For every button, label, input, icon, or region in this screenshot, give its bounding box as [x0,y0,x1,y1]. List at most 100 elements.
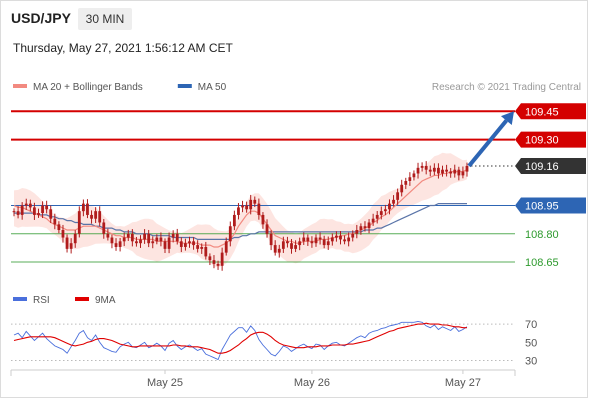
forecast-arrow-head [500,111,514,126]
candle-body-47 [204,246,208,257]
candle-body-45 [196,245,200,249]
interval-button[interactable]: 30 MIN [78,8,132,30]
candle-body-105 [441,169,444,174]
candle-body-75 [318,237,322,240]
candle-body-7 [41,205,44,214]
timestamp: Thursday, May 27, 2021 1:56:12 AM CET [13,41,233,55]
candle-body-54 [232,214,236,227]
candle-body-21 [98,211,102,223]
candle-body-27 [122,237,126,242]
level-label-1: 109.30 [525,135,559,147]
candle-body-69 [294,245,297,249]
candle-body-107 [449,171,453,174]
candle-body-28 [126,233,130,238]
candle-body-63 [269,233,273,246]
candle-body-4 [28,203,32,208]
candle-body-65 [277,248,281,253]
candle-body-111 [465,165,469,172]
candle-body-24 [110,237,114,244]
candle-body-89 [375,214,379,219]
candle-body-91 [383,209,387,212]
candle-body-31 [139,239,142,244]
candle-body-56 [241,205,244,208]
ma9-line [13,322,467,354]
candle-body-9 [49,209,53,219]
candle-body-53 [228,226,232,242]
rsi-tick-1: 50 [525,337,537,349]
candle-body-38 [167,237,171,249]
candle-body-14 [69,243,73,249]
candle-body-1 [16,211,20,215]
candle-body-37 [163,241,167,249]
candle-body-66 [281,241,285,249]
candle-body-59 [253,199,257,204]
candle-body-40 [175,233,179,242]
candle-body-76 [322,239,326,246]
candle-body-58 [249,199,253,210]
forecast-arrow-shaft [467,119,508,168]
candle-body-25 [114,243,118,247]
symbol-title: USD/JPY [11,10,71,26]
candle-body-88 [371,218,375,223]
rsi-tick-2: 30 [525,355,537,367]
candle-body-104 [437,167,440,174]
candle-body-36 [159,237,163,242]
candle-body-33 [147,233,151,244]
candle-body-72 [306,237,310,242]
candle-body-30 [135,241,138,244]
candle-body-110 [461,171,465,176]
candle-body-51 [220,252,224,266]
level-label-2: 109.16 [525,161,559,173]
candle-body-96 [404,181,408,185]
bollinger-band-area [14,152,467,268]
candle-body-16 [77,211,81,234]
research-credit: Research © 2021 Trading Central [432,82,581,93]
candle-body-106 [445,169,448,172]
candle-body-35 [155,237,159,242]
legend-swatch-0 [13,84,27,88]
candle-body-29 [130,233,134,242]
rsi-legend-swatch-0 [13,297,27,301]
candle-body-95 [400,184,404,193]
candle-body-100 [420,165,424,168]
candle-body-90 [379,211,383,215]
candle-body-42 [184,243,187,247]
candle-body-93 [392,199,395,204]
candle-body-81 [343,239,346,242]
candle-body-109 [457,169,461,176]
candle-body-102 [428,169,432,172]
rsi-tick-0: 70 [525,319,537,331]
candle-body-18 [86,203,89,215]
candle-body-10 [53,218,57,225]
x-axis: May 25 May 26 May 27 [10,369,516,389]
candle-body-73 [310,241,314,244]
candle-body-32 [143,233,146,240]
candle-body-50 [216,263,220,266]
candle-body-52 [224,241,228,253]
x-tick-label-2: May 27 [445,377,481,389]
candle-body-67 [286,241,289,244]
candle-body-99 [416,167,420,174]
candle-body-108 [453,169,457,174]
ma20-line [13,169,468,248]
candle-body-101 [424,165,428,170]
candle-body-2 [20,205,24,215]
rsi-legend-label-1: 9MA [95,295,116,306]
candle-body-6 [37,213,40,215]
candle-body-34 [151,241,155,244]
candle-body-78 [330,237,334,242]
candle-body-15 [73,233,77,244]
legend-label-0: MA 20 + Bollinger Bands [33,82,143,93]
candle-body-74 [314,237,318,244]
candle-body-17 [81,203,85,212]
candle-body-55 [237,207,240,215]
ma50-line [14,203,467,240]
rsi-legend-label-0: RSI [33,295,50,306]
candle-body-57 [245,205,249,210]
candle-body-92 [388,203,391,210]
candle-body-87 [367,222,371,229]
candle-body-26 [118,241,122,247]
candle-body-70 [298,241,302,246]
candle-body-61 [261,214,265,225]
